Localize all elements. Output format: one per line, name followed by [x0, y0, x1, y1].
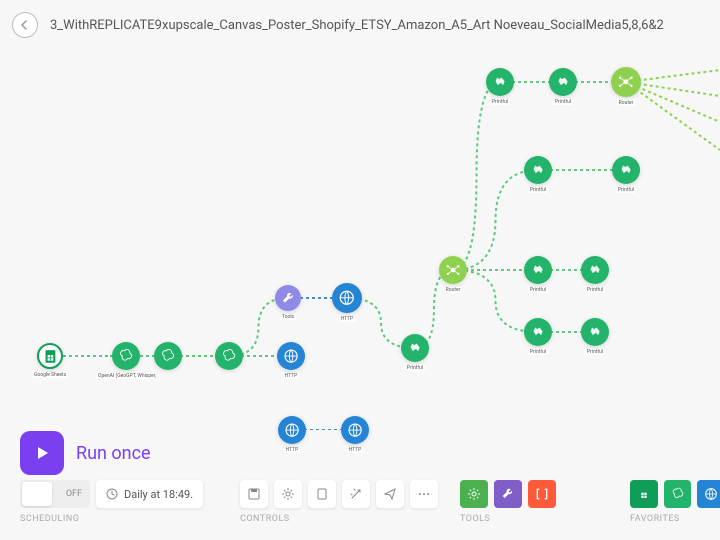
node-circle [439, 256, 467, 284]
favorite-openai[interactable] [664, 480, 692, 508]
node-label: Printful [528, 187, 548, 193]
node-label: Printful [585, 349, 605, 355]
node-circle [524, 156, 552, 184]
favorites-label: FAVORITES [630, 514, 720, 524]
node-circle [612, 156, 640, 184]
favorite-sheets[interactable] [630, 480, 658, 508]
node-circle [277, 342, 305, 370]
node-printful5[interactable]: Printful [612, 156, 640, 193]
node-circle [549, 68, 577, 96]
node-circle [112, 342, 140, 370]
node-printful7[interactable]: Printful [581, 256, 609, 293]
node-router[interactable]: Router [439, 256, 467, 293]
favorites-section: FAVORITES [630, 480, 720, 528]
node-circle [486, 68, 514, 96]
tools-label: TOOLS [460, 514, 630, 524]
plane-icon [383, 487, 397, 501]
controls-section: CONTROLS [240, 480, 460, 528]
clock-icon [106, 488, 118, 500]
arrow-left-icon [19, 19, 31, 31]
node-label: Printful [616, 187, 636, 193]
node-label: OpenAI (GeoGPT, Whisper, DALL-E)Update C… [96, 373, 156, 379]
node-label: Tools [280, 314, 296, 320]
bottombar: Run once OFF Daily at 18:49. SCHEDULING … [0, 430, 720, 540]
controls-label: CONTROLS [240, 514, 460, 524]
schedule-text: Daily at 18:49. [124, 488, 193, 501]
node-label: Printful [405, 365, 425, 371]
play-icon [32, 443, 52, 463]
node-circle [611, 67, 641, 97]
node-gpt1[interactable]: OpenAI (GeoGPT, Whisper, DALL-E)Update C… [96, 342, 156, 379]
node-circle [37, 343, 63, 369]
scenario-title: 3_WithREPLICATE9xupscale_Canvas_Poster_S… [50, 18, 664, 33]
node-circle [581, 256, 609, 284]
node-printful6[interactable]: Printful [524, 256, 552, 293]
topbar: 3_WithREPLICATE9xupscale_Canvas_Poster_S… [0, 0, 720, 50]
node-circle [332, 283, 362, 313]
node-label: Printful [585, 287, 605, 293]
canvas[interactable]: Google Sheets OpenAI (GeoGPT, Whisper, DA… [0, 50, 720, 430]
node-circle [215, 342, 243, 370]
more-button[interactable] [410, 480, 438, 508]
node-printful9[interactable]: Printful [581, 318, 609, 355]
schedule-chip[interactable]: Daily at 18:49. [96, 480, 203, 508]
node-circle [581, 318, 609, 346]
node-circle [524, 256, 552, 284]
wand-icon [349, 487, 363, 501]
notes-button[interactable] [308, 480, 336, 508]
node-http1[interactable]: HTTP [277, 342, 305, 379]
node-label: Printful [528, 287, 548, 293]
toggle-state: OFF [66, 489, 82, 499]
node-label: HTTP [339, 316, 356, 322]
tool-wrench[interactable] [494, 480, 522, 508]
scheduling-toggle[interactable]: OFF [20, 480, 90, 508]
node-label: Printful [553, 99, 573, 105]
node-printful4[interactable]: Printful [524, 156, 552, 193]
node-circle [275, 285, 301, 311]
node-circle [154, 342, 182, 370]
favorite-http[interactable] [697, 480, 720, 508]
run-button[interactable] [20, 431, 64, 475]
settings-button[interactable] [274, 480, 302, 508]
save-icon [247, 487, 261, 501]
node-label: Printful [490, 99, 510, 105]
note-icon [315, 487, 329, 501]
node-label: HTTP [283, 373, 300, 379]
node-label: Google Sheets [32, 372, 68, 378]
back-button[interactable] [12, 12, 38, 38]
node-printful3[interactable]: Printful [549, 68, 577, 105]
node-label: Printful [528, 349, 548, 355]
node-circle [524, 318, 552, 346]
node-sheets[interactable]: Google Sheets [32, 343, 68, 378]
node-tools[interactable]: Tools [275, 285, 301, 320]
scheduling-section: OFF Daily at 18:49. SCHEDULING [20, 480, 240, 528]
gear-icon [281, 487, 295, 501]
node-circle [401, 334, 429, 362]
node-printful8[interactable]: Printful [524, 318, 552, 355]
node-printful2[interactable]: Printful [486, 68, 514, 105]
autoalign-button[interactable] [342, 480, 370, 508]
tool-gear[interactable] [460, 480, 488, 508]
explain-button[interactable] [376, 480, 404, 508]
node-router2[interactable]: Router [611, 67, 641, 106]
dots-icon [417, 487, 431, 501]
save-button[interactable] [240, 480, 268, 508]
node-gpt2[interactable] [154, 342, 182, 370]
node-label: Router [617, 100, 636, 106]
tools-section: TOOLS [460, 480, 630, 528]
node-http2[interactable]: HTTP [332, 283, 362, 322]
node-gpt3[interactable] [215, 342, 243, 370]
node-label: Router [444, 287, 463, 293]
scheduling-label: SCHEDULING [20, 514, 240, 524]
node-printful1[interactable]: Printful [401, 334, 429, 371]
tool-brackets[interactable] [528, 480, 556, 508]
run-label: Run once [76, 443, 151, 464]
